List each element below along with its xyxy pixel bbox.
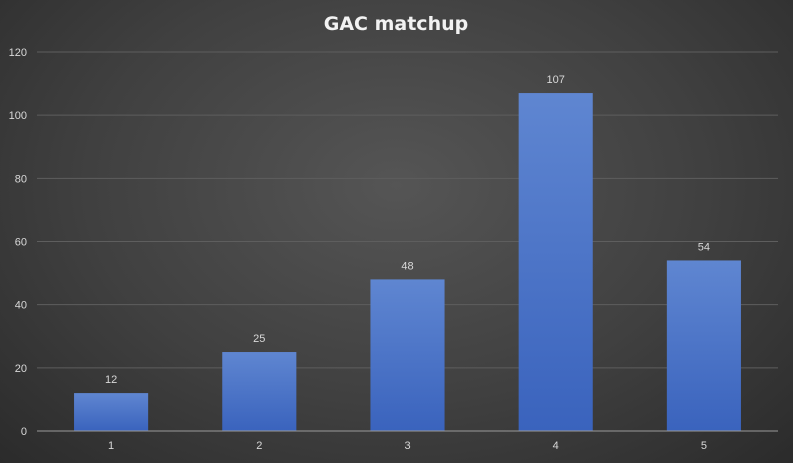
data-labels: 12 25 48 107 54 <box>105 74 710 386</box>
y-tick-label: 100 <box>9 110 27 122</box>
y-tick-label: 120 <box>9 47 27 59</box>
chart-title: GAC matchup <box>324 13 468 35</box>
bar <box>518 93 593 431</box>
data-label: 12 <box>105 374 117 386</box>
x-axis-tick-labels: 1 2 3 4 5 <box>108 440 707 452</box>
y-tick-label: 0 <box>21 426 27 438</box>
y-axis-tick-labels: 0 20 40 60 80 100 120 <box>9 47 27 438</box>
y-tick-label: 60 <box>15 237 27 249</box>
data-label: 107 <box>547 74 565 86</box>
bar <box>666 260 741 431</box>
bars <box>74 93 741 431</box>
x-tick-label: 1 <box>108 440 114 452</box>
gridlines <box>37 51 778 369</box>
bar <box>370 279 445 431</box>
bar <box>74 393 149 431</box>
x-tick-label: 4 <box>553 440 559 452</box>
y-tick-label: 20 <box>15 363 27 375</box>
bar <box>222 352 297 431</box>
data-label: 48 <box>401 260 413 272</box>
x-tick-label: 5 <box>701 440 707 452</box>
y-tick-label: 40 <box>15 300 27 312</box>
data-label: 54 <box>698 241 710 253</box>
y-tick-label: 80 <box>15 173 27 185</box>
x-tick-label: 3 <box>404 440 410 452</box>
data-label: 25 <box>253 333 265 345</box>
x-tick-label: 2 <box>256 440 262 452</box>
